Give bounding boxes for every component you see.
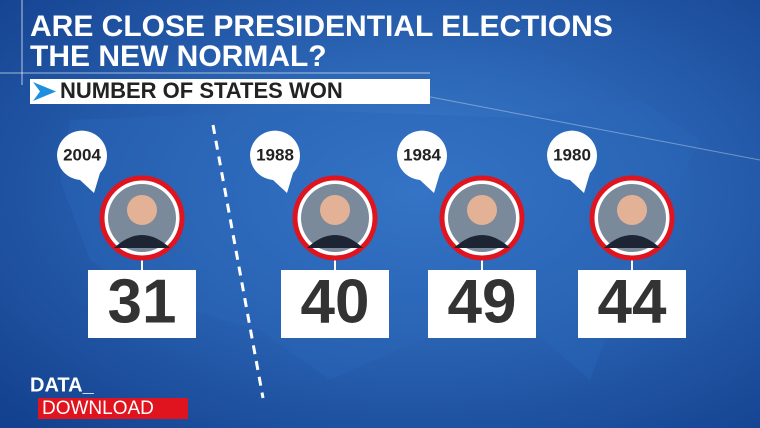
number-box — [428, 270, 536, 338]
brand-box — [38, 398, 188, 419]
portrait-suit — [114, 235, 170, 248]
portrait-suit — [307, 235, 363, 248]
map-silhouette — [60, 100, 700, 380]
items: 2004 31 1988 40 1984 49 1980 44 — [56, 130, 686, 338]
speech-bubble — [249, 130, 300, 193]
portrait-suit — [604, 235, 660, 248]
states-won: 31 — [108, 267, 177, 336]
portrait-head — [127, 195, 157, 225]
arrow-icon — [33, 82, 56, 101]
speech-bubble — [546, 130, 597, 193]
portrait-suit — [454, 235, 510, 248]
states-won: 40 — [301, 267, 370, 336]
brand-line1: DATA_ — [30, 374, 95, 396]
title-line: ARE CLOSE PRESIDENTIAL ELECTIONS — [30, 10, 613, 43]
subtitle-bar — [30, 79, 430, 104]
number-box — [578, 270, 686, 338]
speech-bubble — [396, 130, 447, 193]
speech-bubble — [56, 130, 107, 193]
portrait-head — [617, 195, 647, 225]
portrait-head — [467, 195, 497, 225]
year: 1980 — [553, 145, 591, 164]
states-won: 49 — [448, 267, 517, 336]
subtitle: NUMBER OF STATES WON — [60, 78, 343, 103]
number-box — [281, 270, 389, 338]
portrait-head — [320, 195, 350, 225]
brand-line2: DOWNLOAD — [42, 398, 154, 419]
title-line: THE NEW NORMAL? — [30, 40, 327, 73]
states-won: 44 — [598, 267, 667, 336]
frame-line — [419, 94, 760, 161]
year: 1984 — [403, 145, 441, 164]
number-box — [88, 270, 196, 338]
year: 2004 — [63, 145, 101, 164]
year: 1988 — [256, 145, 294, 164]
divider — [211, 124, 265, 399]
